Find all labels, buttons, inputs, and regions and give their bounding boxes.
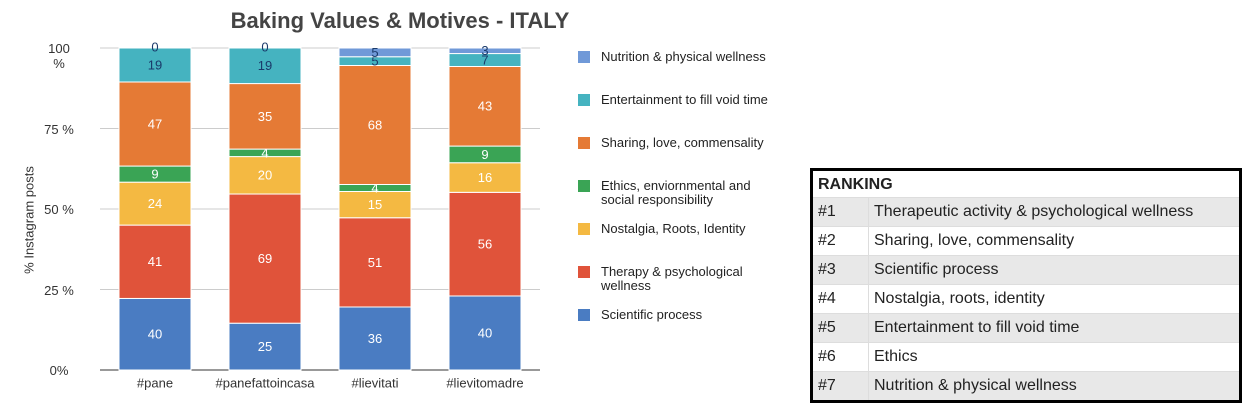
data-label: 51 bbox=[368, 255, 382, 270]
data-label: 7 bbox=[481, 52, 488, 67]
bar-segment bbox=[118, 224, 192, 299]
legend-swatch bbox=[578, 180, 590, 192]
legend-swatch bbox=[578, 309, 590, 321]
y-tick-label: 75 % bbox=[44, 121, 74, 137]
bar-segment bbox=[448, 47, 522, 55]
data-label: 4 bbox=[371, 180, 378, 195]
y-axis-label: % Instagram posts bbox=[21, 166, 36, 274]
data-label: 47 bbox=[148, 116, 162, 131]
y-tick-label: 100 % bbox=[48, 41, 70, 71]
rank-number: #5 bbox=[811, 313, 869, 343]
y-tick-label: 25 % bbox=[44, 282, 74, 298]
data-label: 40 bbox=[148, 327, 162, 342]
rank-label: Entertainment to fill void time bbox=[868, 313, 1241, 343]
legend-label: Entertainment to fill void time bbox=[601, 92, 768, 107]
legend-swatch bbox=[578, 223, 590, 235]
data-label: 4 bbox=[261, 145, 268, 160]
rank-number: #6 bbox=[811, 342, 869, 372]
table-row: #2 Sharing, love, commensality bbox=[811, 226, 1241, 256]
data-label: 35 bbox=[258, 109, 272, 124]
legend-label: Therapy & psychological wellness bbox=[601, 264, 743, 293]
legend-swatch bbox=[578, 51, 590, 63]
ranking-table: RANKING #1 Therapeutic activity & psycholo… bbox=[810, 168, 1242, 403]
rank-label: Therapeutic activity & psychological wel… bbox=[868, 197, 1241, 227]
data-label: 41 bbox=[148, 254, 162, 269]
data-label: 0 bbox=[151, 39, 158, 54]
bar-segment bbox=[118, 81, 192, 167]
table-row: #5 Entertainment to fill void time bbox=[811, 313, 1241, 343]
data-label: 20 bbox=[258, 168, 272, 183]
bar-segment bbox=[448, 66, 522, 147]
bar-segment bbox=[338, 217, 412, 308]
table-row: #3 Scientific process bbox=[811, 255, 1241, 285]
legend-label: Nutrition & physical wellness bbox=[601, 49, 766, 64]
data-label: 19 bbox=[148, 57, 162, 72]
rank-label: Scientific process bbox=[868, 255, 1241, 285]
data-label: 24 bbox=[148, 196, 162, 211]
data-label: 3 bbox=[481, 43, 488, 58]
table-row: #7 Nutrition & physical wellness bbox=[811, 371, 1241, 402]
data-label: 69 bbox=[258, 251, 272, 266]
data-label: 68 bbox=[368, 117, 382, 132]
bar-segment bbox=[448, 162, 522, 193]
legend-swatch bbox=[578, 94, 590, 106]
bar-segment bbox=[338, 47, 412, 58]
data-label: 19 bbox=[258, 58, 272, 73]
rank-label: Ethics bbox=[868, 342, 1241, 372]
legend-swatch bbox=[578, 266, 590, 278]
rank-label: Sharing, love, commensality bbox=[868, 226, 1241, 256]
bar-segment bbox=[448, 295, 522, 371]
bar-segment bbox=[118, 181, 192, 226]
rank-number: #3 bbox=[811, 255, 869, 285]
legend-label: Ethics, enviornmental and social respons… bbox=[601, 178, 751, 207]
table-row: #6 Ethics bbox=[811, 342, 1241, 372]
bar-segment bbox=[448, 191, 522, 297]
data-label: 56 bbox=[478, 237, 492, 252]
bar-segment bbox=[228, 193, 302, 324]
data-label: 5 bbox=[371, 54, 378, 69]
data-label: 43 bbox=[478, 99, 492, 114]
x-tick-label: #panefattoincasa bbox=[215, 375, 315, 390]
data-label: 25 bbox=[258, 339, 272, 354]
data-label: 0 bbox=[261, 39, 268, 54]
rank-number: #2 bbox=[811, 226, 869, 256]
rank-number: #4 bbox=[811, 284, 869, 314]
data-label: 9 bbox=[151, 167, 158, 182]
legend-swatch bbox=[578, 137, 590, 149]
y-tick-label: 50 % bbox=[44, 202, 74, 217]
bar-segment bbox=[228, 47, 302, 85]
data-label: 9 bbox=[481, 147, 488, 162]
legend-label: Scientific process bbox=[601, 307, 703, 322]
bar-segment bbox=[228, 83, 302, 150]
legend-label: Sharing, love, commensality bbox=[601, 135, 764, 150]
x-tick-label: #lievitomadre bbox=[446, 375, 523, 390]
bar-segment bbox=[228, 156, 302, 195]
rank-label: Nostalgia, roots, identity bbox=[868, 284, 1241, 314]
data-label: 5 bbox=[371, 45, 378, 60]
chart-title: Baking Values & Motives - ITALY bbox=[231, 8, 570, 33]
data-label: 36 bbox=[368, 331, 382, 346]
table-row: #4 Nostalgia, roots, identity bbox=[811, 284, 1241, 314]
data-label: 16 bbox=[478, 170, 492, 185]
chart: Baking Values & Motives - ITALY % Instag… bbox=[21, 8, 570, 391]
table-header-row: RANKING bbox=[812, 170, 1241, 198]
y-tick-label: 0% bbox=[49, 363, 69, 378]
rank-label: Nutrition & physical wellness bbox=[868, 371, 1241, 402]
table-row: #1 Therapeutic activity & psychological w… bbox=[811, 197, 1241, 227]
data-label: 40 bbox=[478, 325, 492, 340]
x-tick-label: #lievitati bbox=[352, 375, 399, 390]
bar-segment bbox=[338, 306, 412, 371]
x-tick-label: #pane bbox=[137, 375, 173, 390]
bar-segment bbox=[228, 322, 302, 371]
table-title: RANKING bbox=[818, 176, 893, 193]
bar-segment bbox=[338, 65, 412, 185]
data-label: 15 bbox=[368, 197, 382, 212]
legend-label: Nostalgia, Roots, Identity bbox=[601, 221, 746, 236]
bar-segment bbox=[118, 47, 192, 83]
rank-number: #1 bbox=[811, 197, 869, 227]
rank-number: #7 bbox=[811, 371, 869, 402]
